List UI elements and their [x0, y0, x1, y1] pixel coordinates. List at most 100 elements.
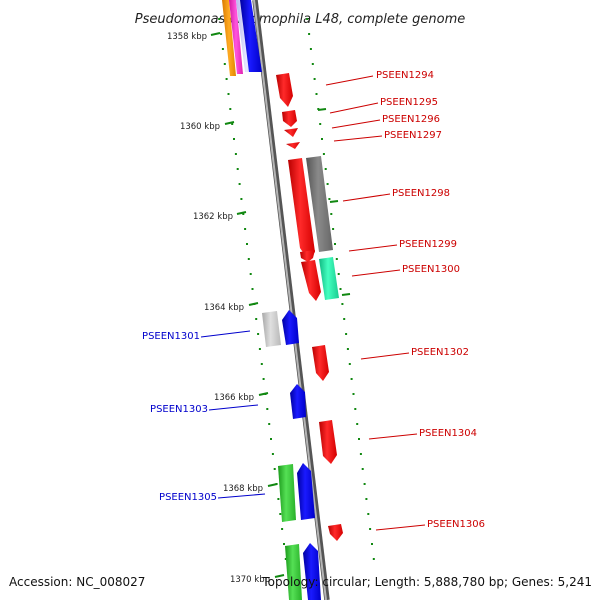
gene-arrow-pseen1303: [290, 384, 306, 419]
tick-mark: [248, 302, 259, 306]
guide-dot: [339, 288, 342, 290]
tick-label: 1358 kbp: [167, 32, 207, 42]
gene-arrow-pseen1305-companion: [278, 464, 296, 522]
guide-dot: [273, 468, 276, 470]
guide-dot: [283, 543, 285, 545]
guide-dot: [348, 363, 351, 365]
guide-dot: [218, 18, 221, 20]
kbp-tick-labels: 1358 kbp 1360 kbp 1362 kbp 1364 kbp 1366…: [167, 32, 270, 585]
guide-dot: [359, 453, 362, 455]
guide-dot: [308, 33, 311, 35]
gene-label: PSEEN1299: [399, 239, 457, 250]
gene-arrow-bottom-green: [285, 544, 302, 600]
guide-dot: [234, 153, 237, 155]
guide-dot: [345, 333, 348, 335]
guide-dot: [240, 198, 243, 200]
gene-label: PSEEN1295: [380, 97, 438, 108]
tick-mark: [267, 483, 278, 487]
guide-dot: [262, 378, 265, 380]
gene-label: PSEEN1296: [382, 114, 440, 125]
gene-label: PSEEN1304: [419, 428, 477, 439]
guide-dot: [306, 18, 309, 20]
guide-dot: [321, 138, 323, 140]
tick-mark: [329, 200, 339, 203]
gene-arrow-pseen1297: [286, 142, 300, 149]
gene-label: PSEEN1300: [402, 264, 460, 275]
guide-dot: [322, 153, 325, 155]
guide-dot: [365, 498, 368, 500]
guide-dot: [251, 288, 254, 290]
genome-backbone: [252, 0, 330, 600]
guide-dot: [255, 318, 258, 320]
gene-arrow-pseen1295: [282, 110, 297, 127]
gene-label: PSEEN1298: [392, 188, 450, 199]
guide-dot: [266, 408, 269, 410]
guide-dot: [258, 348, 261, 350]
guide-dot: [326, 183, 329, 185]
track-guides: [218, 18, 375, 560]
guide-dot: [238, 183, 241, 185]
gene-label: PSEEN1306: [427, 519, 485, 530]
accession-text: Accession: NC_008027: [9, 575, 145, 589]
guide-dot: [270, 438, 272, 440]
guide-dot: [358, 438, 360, 440]
kbp-ticks: [210, 32, 351, 578]
tick-mark: [236, 211, 247, 215]
guide-dot: [279, 513, 282, 515]
guide-dot: [319, 123, 322, 125]
guide-dot: [233, 138, 235, 140]
gene-label: PSEEN1301: [142, 331, 200, 342]
gene-arrows-minus: [262, 310, 321, 600]
guide-dot: [363, 483, 366, 485]
tick-label: 1366 kbp: [214, 393, 254, 403]
guide-dot: [328, 198, 331, 200]
guide-dot: [337, 273, 340, 275]
guide-dot: [341, 303, 344, 305]
guide-dot: [372, 558, 375, 560]
gene-arrow-pseen1299: [300, 250, 315, 262]
tick-mark: [317, 108, 327, 111]
gene-arrow-pseen1306: [328, 524, 343, 541]
gene-blocks-top: [222, 0, 262, 76]
gene-arrow-pseen1296: [284, 128, 298, 137]
gene-arrows-plus: [276, 73, 343, 541]
guide-dot: [260, 363, 263, 365]
guide-dot: [227, 93, 230, 95]
tick-label: 1370 kbp: [230, 575, 270, 585]
gene-arrow-pseen1298-companion: [306, 156, 333, 252]
label-connectors: [200, 75, 426, 531]
guide-dot: [352, 393, 355, 395]
guide-dot: [281, 528, 284, 530]
guide-dot: [356, 423, 359, 425]
gene-label: PSEEN1303: [150, 404, 208, 415]
guide-dot: [315, 93, 318, 95]
guide-dot: [367, 513, 370, 515]
guide-dot: [231, 123, 234, 125]
gene-label: PSEEN1305: [159, 492, 217, 503]
guide-dot: [284, 558, 287, 560]
guide-dot: [313, 78, 316, 80]
guide-dot: [229, 108, 232, 110]
gene-arrow-pseen1305: [297, 463, 315, 520]
guide-dot: [257, 333, 260, 335]
guide-dot: [220, 33, 223, 35]
guide-dot: [236, 168, 239, 170]
guide-dot: [369, 528, 372, 530]
tick-mark: [274, 574, 285, 578]
guide-dot: [371, 543, 373, 545]
guide-dot: [309, 48, 312, 50]
guide-dot: [247, 258, 250, 260]
guide-dot: [271, 453, 274, 455]
tick-label: 1364 kbp: [204, 303, 244, 313]
guide-dot: [346, 348, 349, 350]
gene-arrow-pseen1301: [282, 310, 299, 345]
guide-dot: [354, 408, 357, 410]
tick-mark: [258, 392, 269, 396]
guide-dot: [311, 63, 314, 65]
tick-mark: [224, 121, 235, 125]
tick-mark: [341, 293, 351, 296]
tick-label: 1362 kbp: [193, 212, 233, 222]
tick-label: 1360 kbp: [180, 122, 220, 132]
guide-dot: [246, 243, 248, 245]
gene-label: PSEEN1297: [384, 130, 442, 141]
